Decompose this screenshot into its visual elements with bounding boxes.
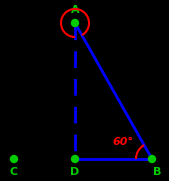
Text: C: C: [10, 167, 18, 177]
Circle shape: [149, 155, 155, 163]
Text: B: B: [153, 167, 161, 177]
Text: D: D: [70, 167, 80, 177]
Circle shape: [71, 155, 78, 163]
Text: 60°: 60°: [112, 137, 133, 147]
Circle shape: [10, 155, 18, 163]
Text: A: A: [71, 5, 79, 15]
Circle shape: [71, 20, 78, 26]
